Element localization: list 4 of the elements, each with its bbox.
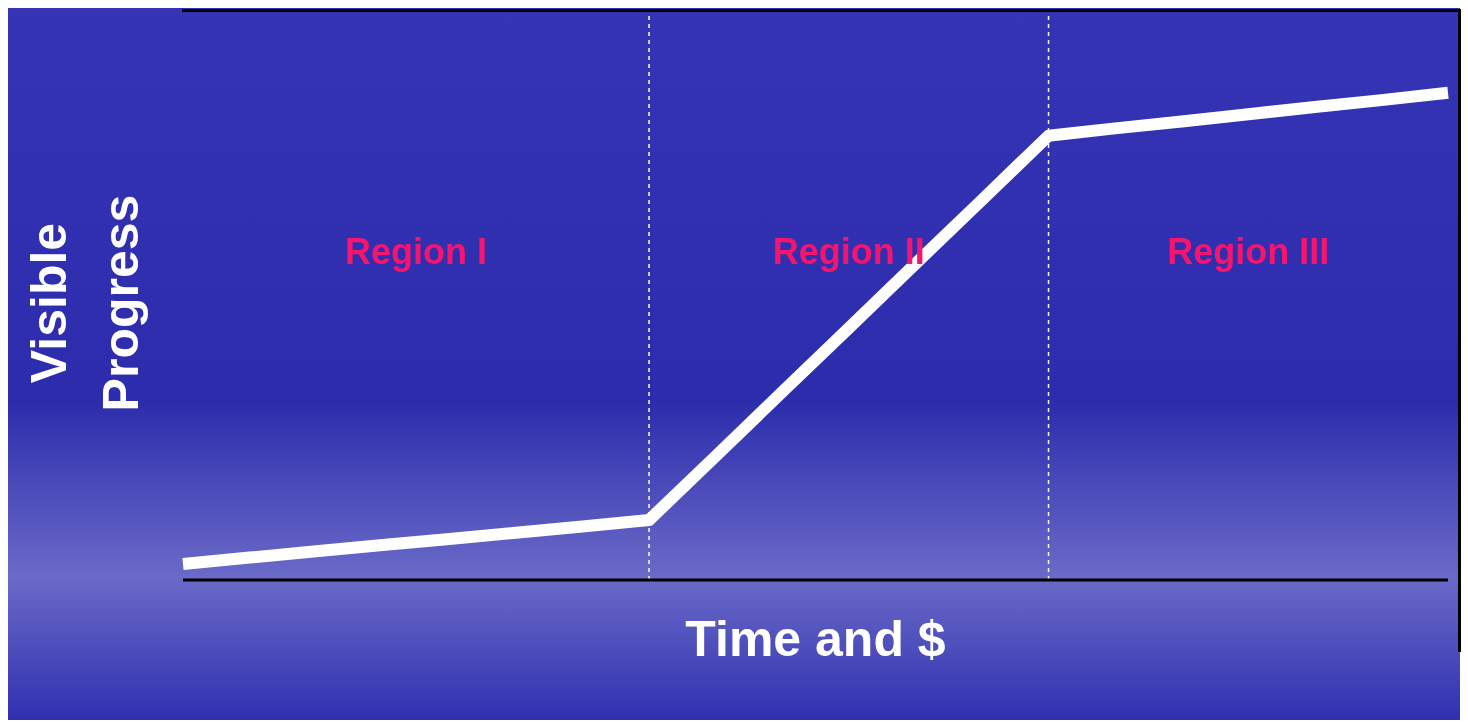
x-axis-title: Time and $ bbox=[685, 611, 946, 667]
annotation: Region III bbox=[1167, 230, 1330, 272]
y-axis-title: Visible Progress bbox=[19, 193, 150, 414]
annotation: Region I bbox=[345, 230, 488, 272]
